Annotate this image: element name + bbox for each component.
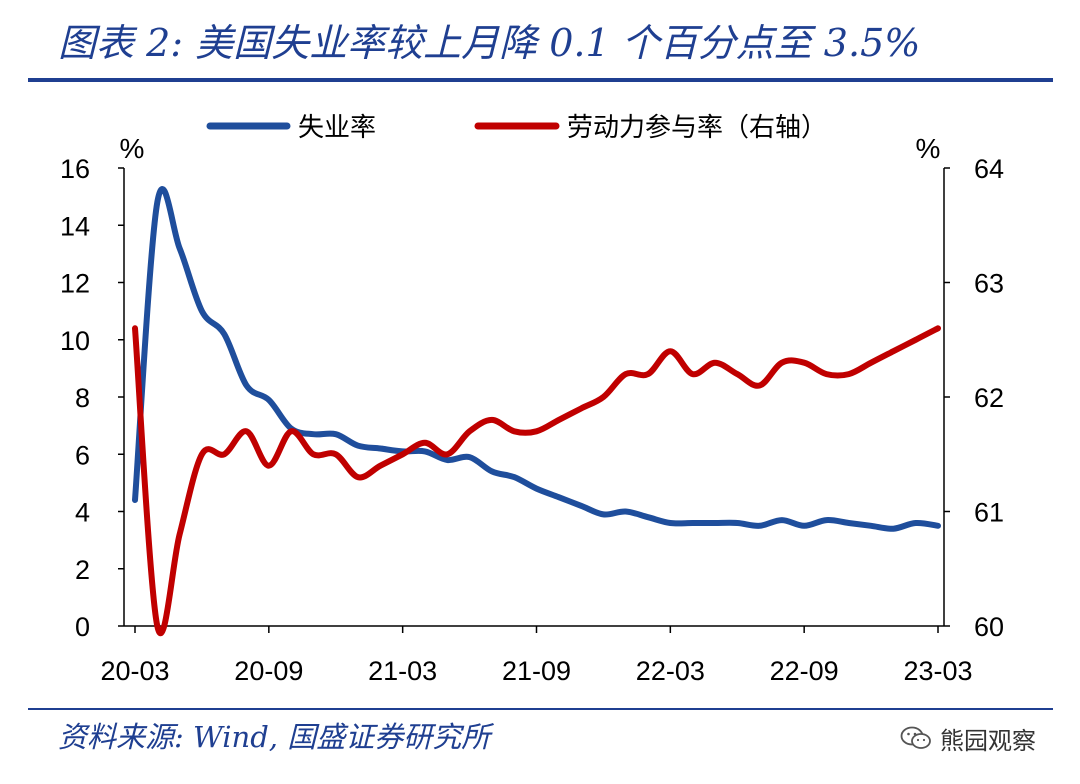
axes: 0 2 4 6 8 10 12 14 16 60 61 62 63 64% % 20-03 20-09 21-03… <box>60 133 1004 686</box>
left-axis-unit: % <box>120 133 145 164</box>
right-tick-label: 63 <box>974 269 1004 299</box>
right-tick-label: 60 <box>974 612 1004 642</box>
x-tick-label: 20-09 <box>234 656 303 686</box>
chart-title: 图表 2: 美国失业率较上月降 0.1 个百分点至 3.5% <box>58 21 921 65</box>
title-rule <box>28 78 1053 82</box>
right-tick-label: 62 <box>974 383 1004 413</box>
series-line-unemployment <box>132 186 941 532</box>
left-tick-label: 6 <box>75 440 90 470</box>
left-tick-label: 16 <box>60 154 90 184</box>
series-line-participation <box>132 325 941 637</box>
legend-label-unemployment: 失业率 <box>298 113 376 143</box>
legend: 失业率 劳动力参与率（右轴） <box>206 113 827 143</box>
right-axis-unit: % <box>916 133 941 164</box>
right-tick-label: 64 <box>974 154 1004 184</box>
footer-rule <box>28 708 1053 710</box>
left-tick-label: 14 <box>60 211 90 241</box>
left-tick-label: 0 <box>75 612 90 642</box>
left-tick-label: 12 <box>60 269 90 299</box>
x-tick-label: 23-03 <box>903 656 972 686</box>
x-tick-label: 20-03 <box>100 656 169 686</box>
watermark: 熊园观察 <box>900 720 1036 756</box>
wechat-icon <box>900 726 931 749</box>
x-tick-label: 22-09 <box>770 656 839 686</box>
left-tick-label: 4 <box>75 498 90 528</box>
right-tick-label: 61 <box>974 498 1004 528</box>
source-note: 资料来源: Wind, 国盛证券研究所 <box>58 720 491 754</box>
left-tick-label: 10 <box>60 326 90 356</box>
left-tick-label: 8 <box>75 383 90 413</box>
legend-label-participation: 劳动力参与率（右轴） <box>567 113 827 143</box>
x-tick-label: 21-09 <box>502 656 571 686</box>
x-tick-label: 21-03 <box>368 656 437 686</box>
series-lines <box>132 186 941 637</box>
left-tick-label: 2 <box>75 555 90 585</box>
watermark-text: 熊园观察 <box>940 726 1036 755</box>
x-tick-label: 22-03 <box>636 656 705 686</box>
